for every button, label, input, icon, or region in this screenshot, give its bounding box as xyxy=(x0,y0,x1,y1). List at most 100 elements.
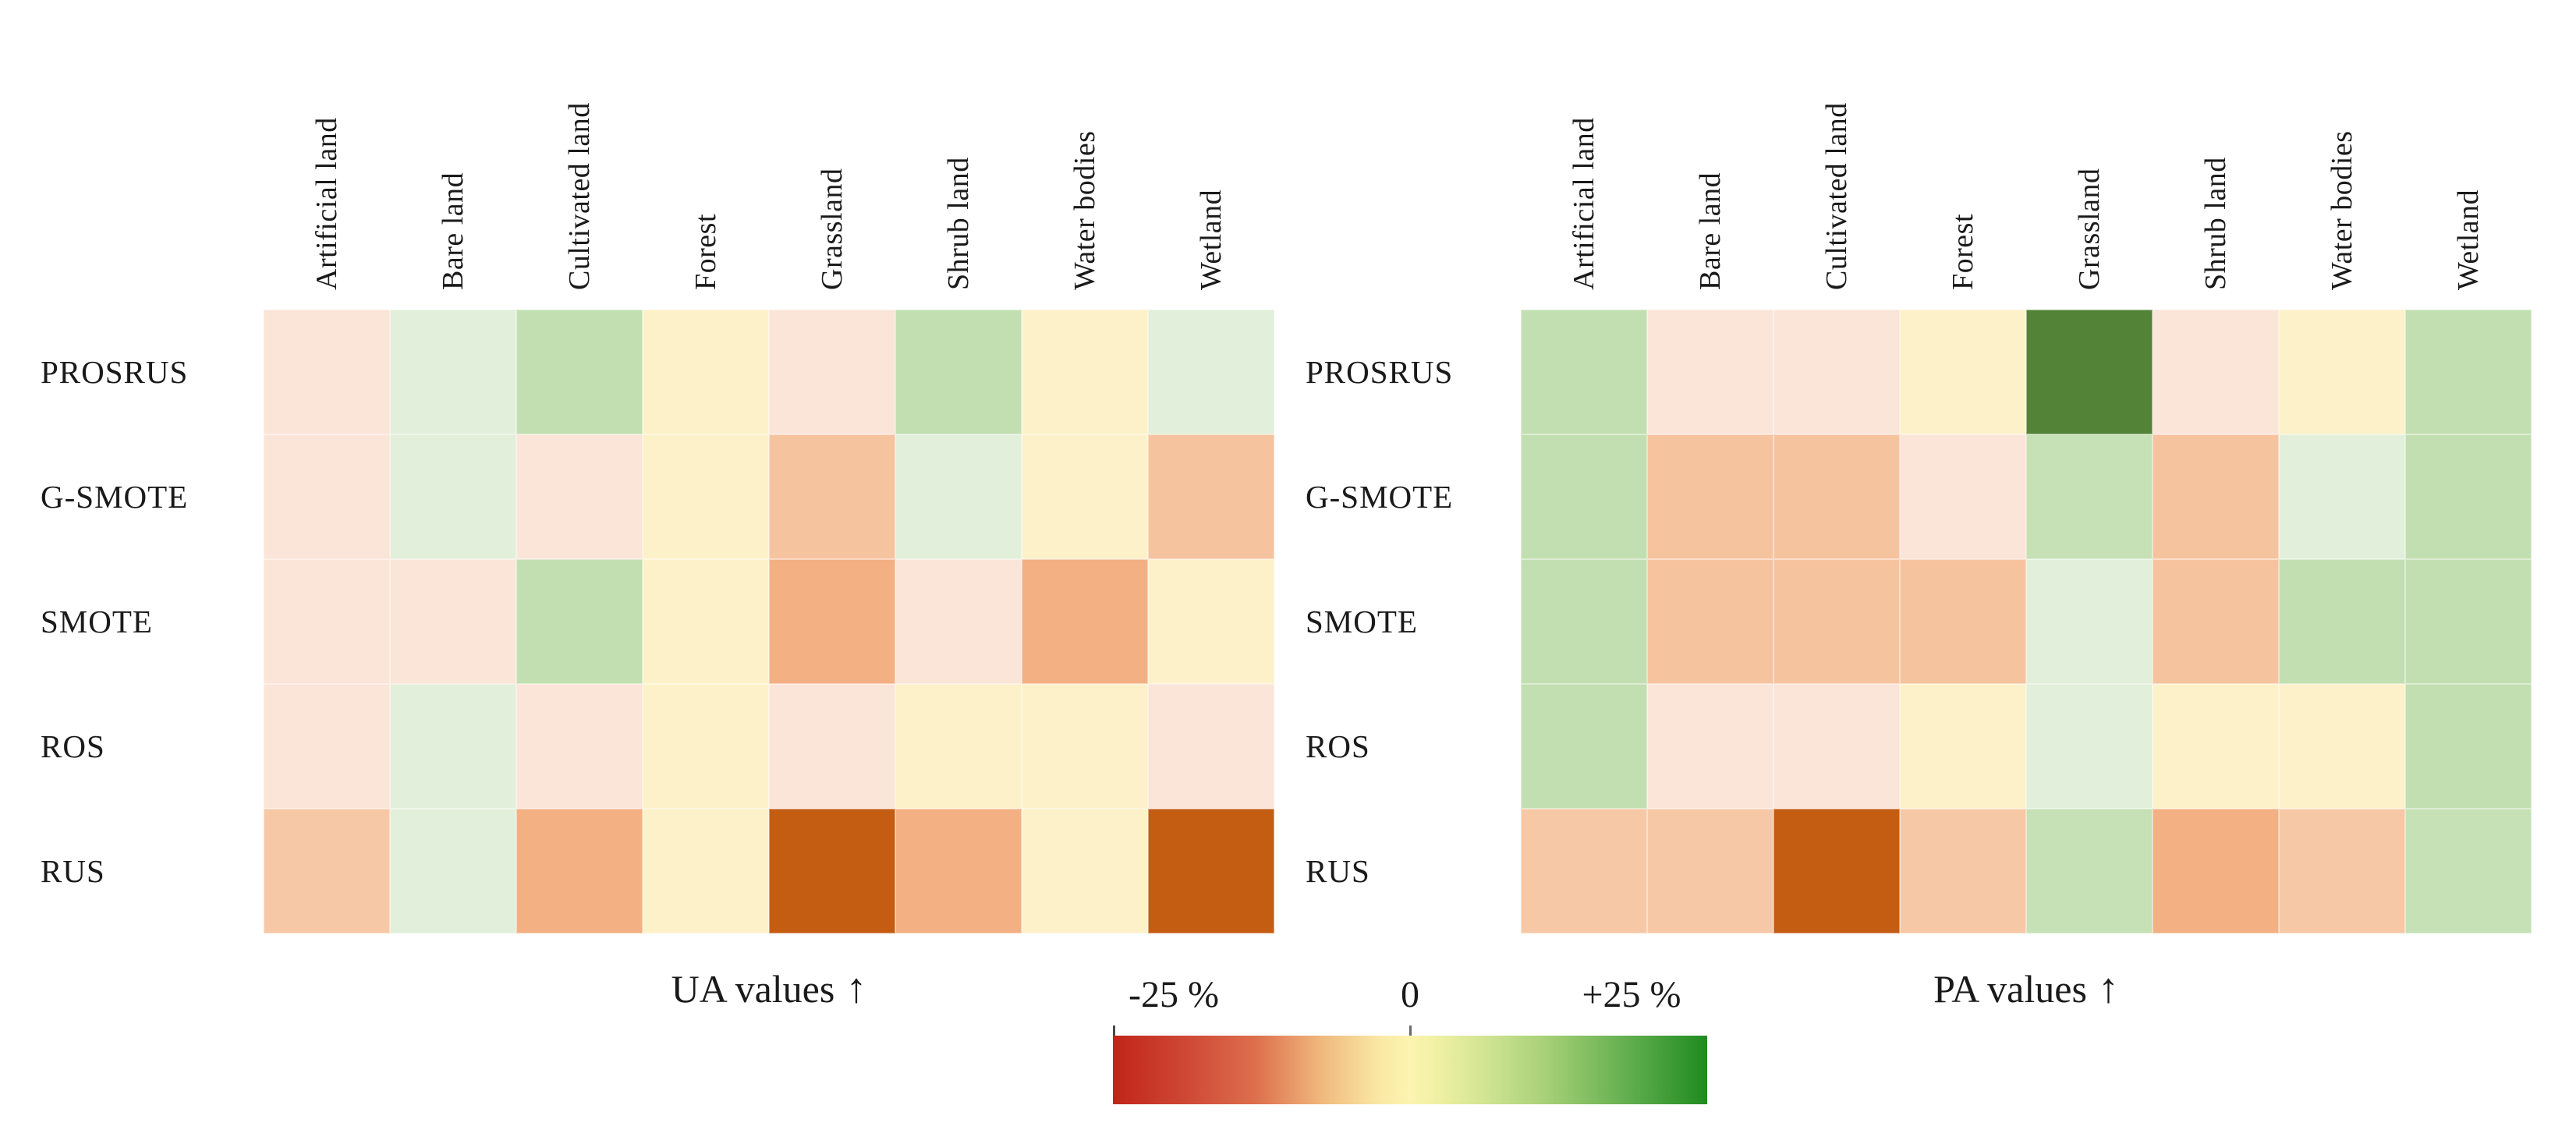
heatmap-cell-pa-r4-c0 xyxy=(1521,809,1647,933)
legend-zero-label: 0 xyxy=(1401,974,1419,1015)
legend-min-label: -25 % xyxy=(1129,974,1219,1015)
heatmap-cell-pa-r0-c1 xyxy=(1647,310,1773,434)
heatmap-cell-ua-r0-c5 xyxy=(895,310,1022,434)
heatmap-cell-ua-r2-c0 xyxy=(264,559,390,684)
col-label-pa-cultivated-land: Cultivated land xyxy=(1820,102,1853,290)
heatmap-cell-pa-r3-c1 xyxy=(1647,684,1773,809)
heatmap-cell-ua-r1-c6 xyxy=(1022,434,1148,559)
row-label-ua-smote: SMOTE xyxy=(41,604,153,639)
heatmap-cell-ua-r2-c7 xyxy=(1148,559,1274,684)
heatmap-cell-ua-r4-c2 xyxy=(516,809,643,933)
heatmap-cell-ua-r3-c2 xyxy=(516,684,643,809)
row-label-pa-prosrus: PROSRUS xyxy=(1306,354,1454,390)
heatmap-cell-pa-r1-c3 xyxy=(1900,434,2026,559)
col-label-ua-grassland: Grassland xyxy=(816,168,849,290)
ua-caption-text: UA values xyxy=(671,967,835,1011)
ua-axis-caption: UA values ↑ xyxy=(551,964,987,1012)
pa-caption-text: PA values xyxy=(1933,967,2087,1011)
heatmap-cell-pa-r2-c4 xyxy=(2026,559,2153,684)
heatmap-cell-ua-r2-c6 xyxy=(1022,559,1148,684)
heatmap-cell-ua-r2-c3 xyxy=(643,559,769,684)
col-label-pa-forest: Forest xyxy=(1947,214,1979,290)
heatmap-cell-ua-r3-c5 xyxy=(895,684,1022,809)
heatmap-cell-ua-r0-c0 xyxy=(264,310,390,434)
heatmap-cell-pa-r0-c3 xyxy=(1900,310,2026,434)
heatmap-cell-ua-r1-c3 xyxy=(643,434,769,559)
heatmap-cell-pa-r2-c1 xyxy=(1647,559,1773,684)
heatmap-cell-pa-r1-c0 xyxy=(1521,434,1647,559)
heatmap-cell-pa-r2-c7 xyxy=(2405,559,2532,684)
heatmap-cell-pa-r0-c5 xyxy=(2153,310,2279,434)
col-label-pa-artificial-land: Artificial land xyxy=(1568,117,1600,290)
heatmap-cell-pa-r0-c2 xyxy=(1773,310,1900,434)
heatmap-cell-pa-r0-c7 xyxy=(2405,310,2532,434)
heatmap-cell-pa-r0-c6 xyxy=(2279,310,2405,434)
heatmap-cell-pa-r4-c4 xyxy=(2026,809,2153,933)
heatmap-cell-pa-r3-c5 xyxy=(2153,684,2279,809)
legend-tick-zero xyxy=(1409,1026,1412,1036)
heatmap-cell-pa-r3-c7 xyxy=(2405,684,2532,809)
heatmap-cell-pa-r4-c7 xyxy=(2405,809,2532,933)
heatmap-cell-ua-r4-c5 xyxy=(895,809,1022,933)
heatmap-cell-pa-r4-c3 xyxy=(1900,809,2026,933)
heatmap-cell-ua-r0-c1 xyxy=(390,310,516,434)
heatmap-cell-ua-r2-c5 xyxy=(895,559,1022,684)
heatmap-cell-ua-r1-c0 xyxy=(264,434,390,559)
heatmap-cell-ua-r0-c3 xyxy=(643,310,769,434)
col-label-pa-wetland: Wetland xyxy=(2452,189,2485,290)
heatmap-cell-ua-r4-c4 xyxy=(769,809,895,933)
row-label-ua-prosrus: PROSRUS xyxy=(41,354,189,390)
heatmap-cell-pa-r0-c0 xyxy=(1521,310,1647,434)
heatmap-cell-ua-r4-c1 xyxy=(390,809,516,933)
heatmap-cell-pa-r3-c6 xyxy=(2279,684,2405,809)
legend-tick-min xyxy=(1113,1026,1115,1036)
heatmap-cell-ua-r3-c0 xyxy=(264,684,390,809)
heatmap-cell-ua-r4-c6 xyxy=(1022,809,1148,933)
row-label-pa-ros: ROS xyxy=(1306,728,1370,764)
heatmap-cell-ua-r1-c1 xyxy=(390,434,516,559)
heatmap-cell-ua-r0-c7 xyxy=(1148,310,1274,434)
heatmap-cell-ua-r0-c6 xyxy=(1022,310,1148,434)
heatmap-cell-pa-r3-c2 xyxy=(1773,684,1900,809)
heatmap-cell-pa-r3-c4 xyxy=(2026,684,2153,809)
heatmap-cell-pa-r4-c6 xyxy=(2279,809,2405,933)
row-label-pa-rus: RUS xyxy=(1306,853,1370,889)
heatmap-ua xyxy=(264,310,1274,933)
heatmap-cell-pa-r4-c2 xyxy=(1773,809,1900,933)
heatmap-cell-pa-r2-c3 xyxy=(1900,559,2026,684)
row-label-pa-g-smote: G-SMOTE xyxy=(1306,479,1454,515)
heatmap-cell-ua-r3-c3 xyxy=(643,684,769,809)
col-label-ua-water-bodies: Water bodies xyxy=(1068,130,1101,290)
heatmap-cell-pa-r1-c1 xyxy=(1647,434,1773,559)
heatmap-cell-ua-r1-c4 xyxy=(769,434,895,559)
col-label-ua-cultivated-land: Cultivated land xyxy=(563,102,596,290)
heatmap-cell-pa-r3-c0 xyxy=(1521,684,1647,809)
heatmap-cell-pa-r1-c7 xyxy=(2405,434,2532,559)
up-arrow-icon: ↑ xyxy=(2097,965,2119,1011)
heatmap-cell-ua-r2-c1 xyxy=(390,559,516,684)
pa-axis-caption: PA values ↑ xyxy=(1808,964,2245,1012)
row-label-ua-rus: RUS xyxy=(41,853,105,889)
heatmap-cell-ua-r1-c5 xyxy=(895,434,1022,559)
heatmap-cell-pa-r4-c1 xyxy=(1647,809,1773,933)
heatmap-cell-ua-r2-c4 xyxy=(769,559,895,684)
heatmap-cell-ua-r0-c4 xyxy=(769,310,895,434)
legend-colorbar xyxy=(1113,1026,1707,1104)
col-label-ua-shrub-land: Shrub land xyxy=(942,157,975,290)
heatmap-pa xyxy=(1521,310,2532,933)
heatmap-cell-pa-r0-c4 xyxy=(2026,310,2153,434)
heatmap-cell-ua-r1-c2 xyxy=(516,434,643,559)
heatmap-cell-ua-r3-c1 xyxy=(390,684,516,809)
col-label-pa-grassland: Grassland xyxy=(2073,168,2106,290)
heatmap-cell-ua-r3-c6 xyxy=(1022,684,1148,809)
col-label-pa-shrub-land: Shrub land xyxy=(2199,157,2232,290)
heatmap-cell-pa-r1-c5 xyxy=(2153,434,2279,559)
up-arrow-icon: ↑ xyxy=(845,965,867,1011)
heatmap-cell-ua-r4-c3 xyxy=(643,809,769,933)
legend-max-label: +25 % xyxy=(1582,974,1681,1015)
heatmap-cell-pa-r2-c2 xyxy=(1773,559,1900,684)
heatmap-cell-ua-r0-c2 xyxy=(516,310,643,434)
heatmap-cell-pa-r2-c5 xyxy=(2153,559,2279,684)
col-label-pa-bare-land: Bare land xyxy=(1694,172,1727,290)
